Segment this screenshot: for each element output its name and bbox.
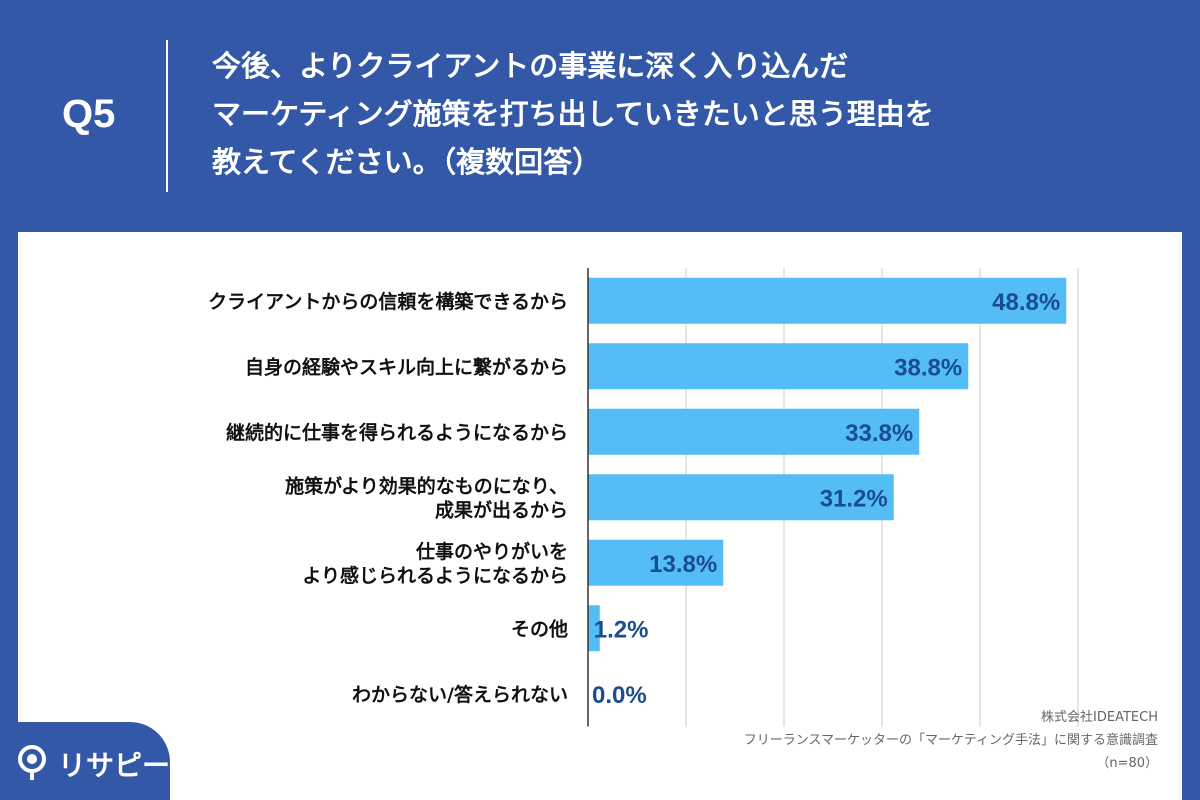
- magnifier-pin-icon: [18, 745, 46, 780]
- question-title-line-2: マーケティング施策を打ち出していきたいと思う理由を: [212, 97, 934, 131]
- category-label: 成果が出るから: [435, 498, 568, 521]
- credit-sample-size: （n=80）: [1096, 756, 1158, 771]
- bar: [588, 343, 969, 390]
- data-label: 13.8%: [649, 551, 717, 578]
- category-label: その他: [511, 617, 568, 640]
- survey-credits: 株式会社IDEATECH フリーランスマーケッターの「マーケティング手法」に関す…: [744, 706, 1158, 775]
- data-label: 38.8%: [894, 354, 962, 381]
- chart-panel: 48.8% クライアントからの信頼を構築できるから 38.8% 自身の経験やスキル向上…: [18, 232, 1182, 800]
- bar: [588, 605, 600, 652]
- brand-logo: リサピー: [0, 722, 180, 800]
- question-title-line-3: 教えてください。（複数回答）: [212, 145, 602, 179]
- category-label: 仕事のやりがいを: [415, 540, 568, 563]
- question-number: Q5: [62, 92, 116, 136]
- credit-survey-title: フリーランスマーケッターの「マーケティング手法」に関する意識調査: [743, 733, 1158, 748]
- category-label: クライアントからの信頼を構築できるから: [208, 290, 568, 313]
- data-label: 1.2%: [594, 616, 649, 643]
- bar: [588, 408, 920, 455]
- bar: [588, 474, 894, 521]
- question-title-line-1: 今後、よりクライアントの事業に深く入り込んだ: [212, 49, 849, 83]
- data-label: 48.8%: [992, 289, 1060, 316]
- question-title: 今後、よりクライアントの事業に深く入り込んだ マーケティング施策を打ち出していき…: [212, 42, 1172, 186]
- bar: [588, 277, 1067, 324]
- header-divider: [166, 40, 168, 192]
- category-label: 継続的に仕事を得られるようになるから: [226, 421, 568, 444]
- data-label: 33.8%: [845, 420, 913, 447]
- category-label: わからない/答えられない: [352, 683, 568, 706]
- data-label: 31.2%: [820, 485, 888, 512]
- data-label: 0.0%: [592, 682, 647, 709]
- category-label: 自身の経験やスキル向上に繋がるから: [245, 355, 568, 378]
- bar: [588, 539, 724, 586]
- category-label: 施策がより効果的なものになり、: [285, 474, 568, 497]
- logo-text: リサピー: [58, 749, 171, 782]
- bar-chart: 48.8% クライアントからの信頼を構築できるから 38.8% 自身の経験やスキル向上…: [208, 268, 1079, 727]
- category-label: より感じられるようになるから: [302, 564, 568, 587]
- credit-company: 株式会社IDEATECH: [1041, 710, 1158, 725]
